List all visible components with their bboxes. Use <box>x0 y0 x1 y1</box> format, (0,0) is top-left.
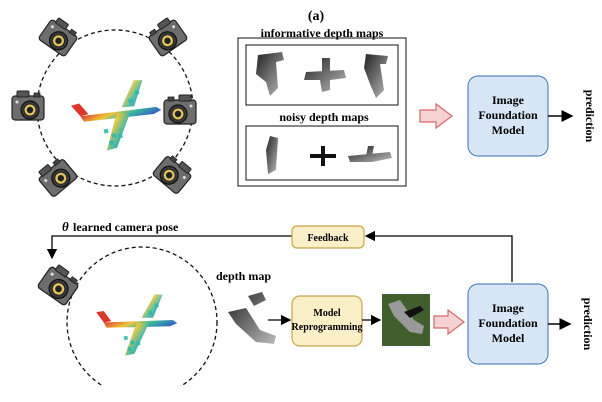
camera-icon <box>144 14 189 58</box>
prediction-label-top: prediction <box>583 90 597 143</box>
flow-arrow-bottom <box>433 308 465 336</box>
depth-map-thumbnail <box>364 54 388 98</box>
depth-map-thumbnail <box>228 292 276 344</box>
camera-ring-top <box>11 14 197 199</box>
noisy-depth-thumbnails <box>266 136 392 174</box>
feedback-box[interactable] <box>291 225 365 249</box>
camera-icon <box>11 90 45 121</box>
noisy-depth-label: noisy depth maps <box>279 110 369 124</box>
model-reprogramming-box[interactable] <box>291 295 363 347</box>
model-label-line3: Model <box>492 123 525 137</box>
depth-map-thumbnail <box>310 146 336 166</box>
feedback-label: Feedback <box>307 233 349 244</box>
model-label-line1: Image <box>492 93 525 107</box>
feedback-to-camera-line <box>46 235 292 260</box>
panel-label: (a) <box>308 9 325 24</box>
airplane-point-cloud <box>68 75 168 157</box>
depth-map-thumbnail <box>404 306 424 318</box>
depth-map-thumbnail <box>388 300 424 334</box>
feedback-loop-line <box>364 230 513 282</box>
caption-strip <box>0 386 602 402</box>
depth-map-thumbnail <box>266 136 278 174</box>
camera-icon <box>36 261 83 307</box>
reprogramming-line2: Reprogramming <box>292 322 363 333</box>
depth-map-thumbnail <box>348 146 392 162</box>
airplane-point-cloud <box>94 291 182 360</box>
reprogramming-line1: Model <box>313 308 340 319</box>
learned-pose-label: learned camera pose <box>73 220 179 234</box>
prediction-label-bottom: prediction <box>581 298 595 351</box>
model-label-line3: Model <box>492 331 525 345</box>
flow-arrow-top <box>419 102 453 130</box>
depth-map-thumbnail <box>256 52 284 96</box>
camera-icon <box>163 94 197 125</box>
informative-depth-thumbnails <box>256 52 388 98</box>
depth-map-thumbnail <box>304 58 346 92</box>
camera-icon <box>37 14 82 58</box>
model-label-line1: Image <box>492 301 525 315</box>
informative-depth-label: informative depth maps <box>261 26 384 40</box>
camera-icon <box>151 151 196 196</box>
camera-icon <box>34 154 79 199</box>
model-label-line2: Foundation <box>478 316 538 330</box>
depth-map-label: depth map <box>216 269 271 283</box>
theta-symbol: θ <box>62 219 69 234</box>
orbit-circle-bottom <box>66 246 218 398</box>
model-label-line2: Foundation <box>478 108 538 122</box>
